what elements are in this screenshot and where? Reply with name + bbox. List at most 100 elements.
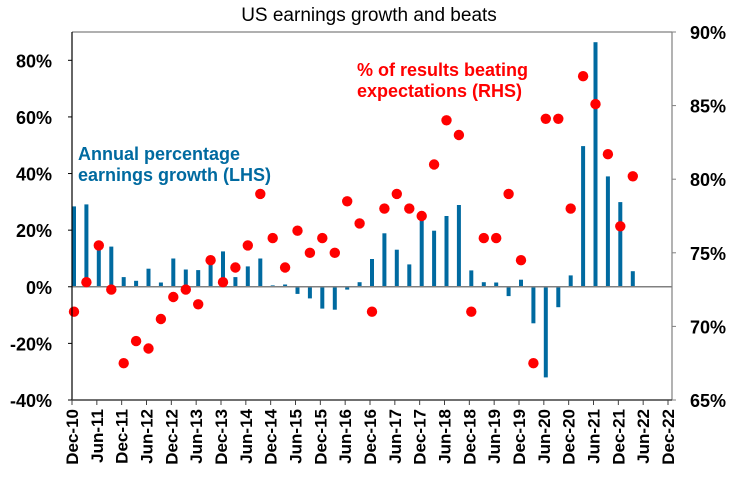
growth-bar [183,269,188,287]
growth-bar [432,230,437,287]
beat-dot [615,221,626,232]
beat-dot [329,247,340,258]
x-tick-label: Dec-12 [162,409,181,465]
growth-bar [444,216,449,287]
growth-bar [258,258,263,287]
beat-dot [466,306,477,317]
growth-bar [283,284,288,287]
growth-bar [295,286,300,294]
beat-dot [317,232,328,244]
beat-dot [205,255,216,266]
x-tick-label: Jun-21 [585,409,604,464]
beat-dot [577,71,589,82]
x-tick-label: Jun-11 [88,409,107,463]
x-tick-label: Jun-16 [336,409,355,464]
lhs-annotation-line-2: earnings growth (LHS) [78,165,271,185]
growth-bar [531,286,536,324]
x-tick-label: Dec-21 [609,409,628,465]
growth-bar [134,280,139,287]
beat-dot [130,335,142,347]
beat-dot [590,98,601,110]
x-tick-label: Dec-15 [311,409,330,465]
growth-bar [332,286,337,310]
beat-dot [491,232,502,244]
y-left-tick-label: 60% [16,108,52,128]
x-tick-label: Dec-19 [510,409,529,465]
beat-dot [155,313,167,325]
x-tick-label: Dec-22 [659,409,678,465]
rhs-annotation-line-1: % of results beating [357,60,528,80]
beat-dot [143,343,154,354]
growth-bar [481,282,486,287]
growth-bar [196,270,201,287]
growth-bar [233,277,238,287]
y-left-tick-label: -20% [10,334,52,354]
beat-dot [503,188,514,200]
growth-bar [146,268,151,287]
beat-dot [180,284,191,295]
plot-frame [72,31,673,400]
beat-dot [118,358,129,369]
beat-dot [553,113,564,125]
y-right-tick-label: 70% [690,317,726,337]
beat-dot [565,203,576,214]
growth-bar [618,202,623,287]
lhs-annotation: Annual percentage earnings growth (LHS) [78,144,271,185]
y-right-tick-label: 90% [690,23,726,43]
growth-bar [506,286,511,297]
y-axis-left: -40% -20% 0% 20% 40% 60% 80% [10,32,73,411]
x-tick-label: Dec-10 [63,409,82,465]
x-tick-label: Jun-12 [138,409,157,464]
beat-dot [428,159,440,170]
x-tick-label: Jun-17 [386,409,405,464]
growth-bar [494,282,499,287]
growth-bar [345,286,350,290]
beat-dot [391,188,402,200]
growth-bar [370,259,374,287]
x-tick-label: Dec-16 [361,409,380,465]
beat-dot [602,149,614,160]
x-tick-label: Dec-11 [113,409,132,464]
beat-dot [342,196,353,207]
beat-dot [379,203,390,214]
growth-bar [245,266,250,287]
growth-bar [171,258,176,287]
x-axis: Dec-10 Jun-11 Dec-11 Jun-12 Dec-12 Jun-13 Dec-… [63,399,678,465]
beat-dot [292,225,303,236]
y-left-tick-label: 20% [16,221,52,241]
growth-bar [121,277,126,287]
growth-bar [72,206,76,287]
growth-bar [593,42,598,287]
beat-dot [93,240,105,251]
x-tick-label: Dec-14 [262,408,281,464]
beat-dots [68,71,638,369]
x-tick-label: Jun-18 [436,409,455,464]
growth-bar [208,263,213,287]
x-tick-label: Dec-17 [411,409,430,465]
beat-dot [304,247,316,258]
growth-bar [221,251,225,287]
x-tick-label: Jun-14 [237,408,256,463]
growth-bar [109,246,114,287]
x-tick-label: Dec-18 [460,409,479,465]
beat-dot [441,115,452,126]
beat-dot [366,306,378,317]
growth-bar [96,248,101,287]
beat-dot [168,291,179,303]
x-tick-label: Dec-20 [560,409,579,465]
growth-bar [357,282,362,287]
growth-bar [519,279,523,287]
beat-dot [255,188,266,200]
beat-dot [230,262,241,273]
beat-dot [416,210,427,222]
rhs-annotation: % of results beating expectations (RHS) [357,60,528,101]
y-left-tick-label: 40% [16,165,52,185]
beat-dot [81,277,92,288]
growth-bar [581,146,586,287]
growth-bar [84,204,89,287]
y-left-tick-label: 0% [26,278,52,298]
chart-title: US earnings growth and beats [241,5,497,26]
x-tick-label: Jun-19 [485,409,504,464]
y-right-tick-label: 65% [690,391,726,411]
